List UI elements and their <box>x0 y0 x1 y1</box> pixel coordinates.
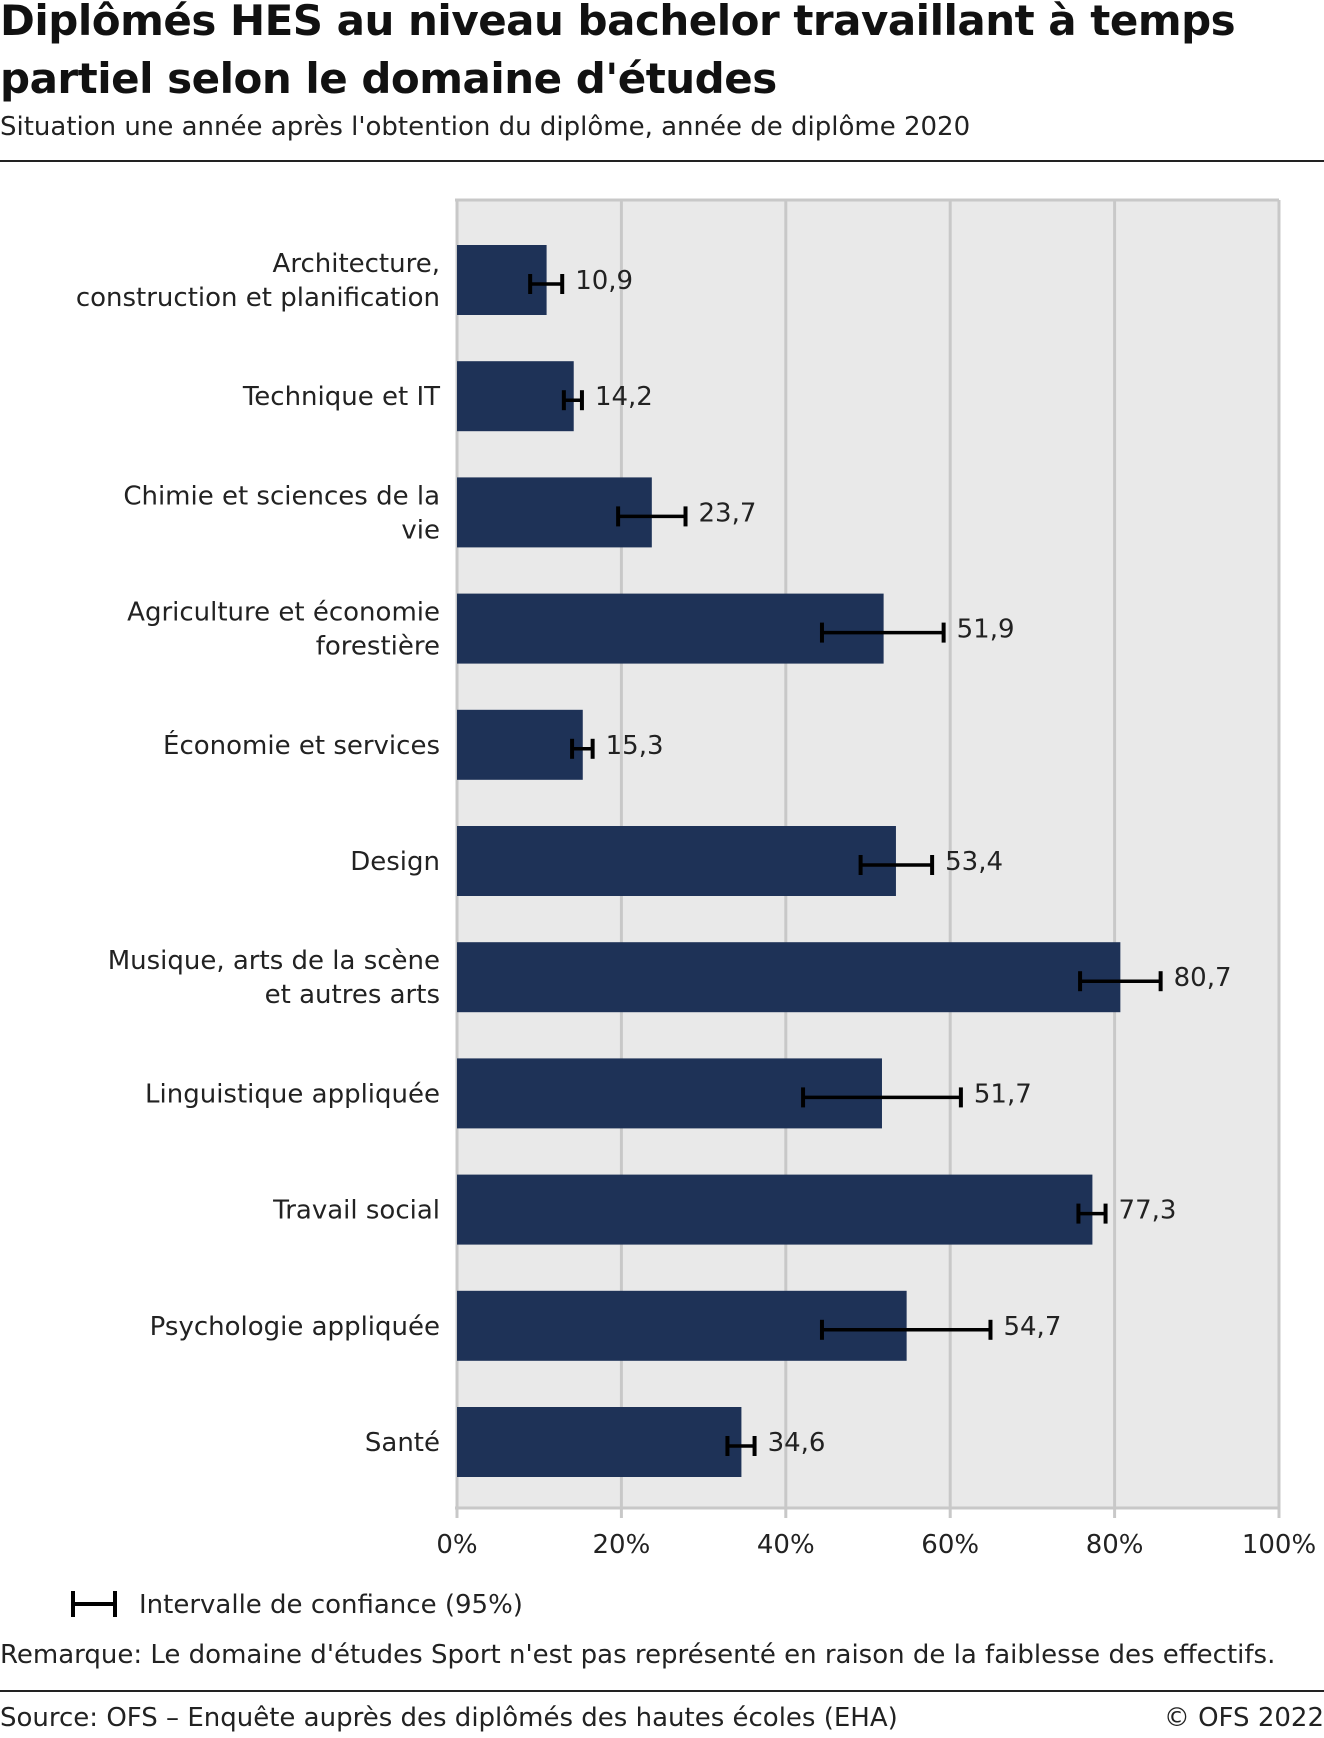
x-tick-label: 80% <box>1086 1530 1144 1560</box>
data-label: 14,2 <box>595 382 653 412</box>
category-label: vie <box>401 515 440 545</box>
data-label: 15,3 <box>606 731 664 761</box>
data-label: 51,7 <box>974 1079 1032 1109</box>
category-label: Santé <box>365 1428 440 1458</box>
data-label: 77,3 <box>1119 1196 1177 1226</box>
legend-label: Intervalle de confiance (95%) <box>139 1590 523 1620</box>
data-label: 10,9 <box>575 266 633 296</box>
data-label: 80,7 <box>1174 963 1232 993</box>
x-tick-label: 40% <box>757 1530 815 1560</box>
bar <box>457 1407 742 1477</box>
data-label: 51,9 <box>957 615 1015 645</box>
category-label: et autres arts <box>265 980 440 1010</box>
remark-note: Remarque: Le domaine d'études Sport n'es… <box>0 1640 1276 1670</box>
data-label: 23,7 <box>699 498 757 528</box>
category-label: Linguistique appliquée <box>145 1079 440 1109</box>
category-label: Technique et IT <box>242 382 440 412</box>
copyright: © OFS 2022 <box>1163 1703 1324 1733</box>
bar <box>457 1290 907 1361</box>
category-label: construction et planification <box>76 283 440 313</box>
category-label: Design <box>350 847 440 877</box>
bar <box>457 826 896 896</box>
data-label: 53,4 <box>945 847 1003 877</box>
category-label: Psychologie appliquée <box>150 1312 440 1342</box>
category-label: Chimie et sciences de la <box>123 481 440 511</box>
data-label: 34,6 <box>768 1428 826 1458</box>
x-tick-label: 100% <box>1242 1530 1316 1560</box>
bar <box>457 477 652 548</box>
x-tick-label: 0% <box>436 1530 477 1560</box>
bar <box>457 942 1121 1013</box>
bar <box>457 1174 1093 1245</box>
chart-title: Diplômés HES au niveau bachelor travaill… <box>0 0 1236 103</box>
x-tick-label: 60% <box>921 1530 979 1560</box>
bar <box>457 361 574 432</box>
bar <box>457 245 547 315</box>
bar <box>457 1058 882 1129</box>
category-label: Travail social <box>272 1196 440 1226</box>
category-label: Architecture, <box>273 249 440 279</box>
bar <box>457 709 583 780</box>
category-label: Économie et services <box>163 729 440 761</box>
chart-subtitle: Situation une année après l'obtention du… <box>0 112 971 142</box>
category-label: Agriculture et économie <box>127 598 440 628</box>
category-label: forestière <box>316 632 440 662</box>
top-rule <box>0 160 1324 162</box>
data-label: 54,7 <box>1003 1312 1061 1342</box>
x-tick-label: 20% <box>593 1530 651 1560</box>
bottom-rule <box>0 1690 1324 1692</box>
category-label: Musique, arts de la scène <box>108 946 440 976</box>
source-note: Source: OFS – Enquête auprès des diplômé… <box>0 1703 898 1733</box>
bar <box>457 593 884 664</box>
